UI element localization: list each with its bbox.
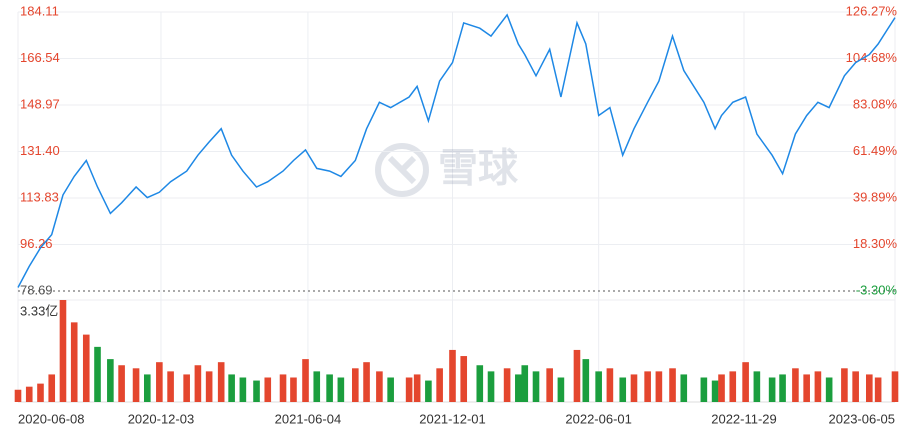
volume-bar <box>194 365 202 402</box>
volume-bar <box>143 374 151 402</box>
volume-bar <box>874 377 882 402</box>
volume-bar <box>573 349 581 402</box>
volume-bar <box>167 371 174 402</box>
volume-bar <box>156 362 163 402</box>
volume-bar <box>606 368 614 402</box>
volume-bar <box>253 380 260 402</box>
volume-bar <box>619 377 627 402</box>
volume-bar <box>460 356 468 402</box>
volume-bar <box>290 377 297 402</box>
y-tick-label: 148.97 <box>20 96 60 111</box>
volume-bar <box>718 374 725 402</box>
volume-bar <box>239 377 247 402</box>
y-tick-label: 96.26 <box>20 236 53 251</box>
volume-max-label: 3.33亿 <box>20 303 58 318</box>
volume-bar <box>313 371 321 402</box>
volume-bar <box>532 371 540 402</box>
volume-bar <box>425 380 432 402</box>
volume-bar <box>487 371 495 402</box>
volume-bar <box>476 365 484 402</box>
volume-bar <box>376 371 383 402</box>
volume-bar <box>107 359 114 402</box>
x-tick-label: 2021-06-04 <box>275 411 342 426</box>
volume-bar <box>595 371 602 402</box>
y-tick-label: 131.40 <box>20 143 60 158</box>
volume-bar <box>779 374 786 402</box>
volume-bar <box>70 322 78 402</box>
y-tick-label: 184.11 <box>20 3 59 18</box>
volume-bar <box>337 377 345 402</box>
x-tick-label: 2020-06-08 <box>18 411 85 426</box>
volume-bar <box>521 365 529 402</box>
price-line <box>17 13 896 288</box>
volume-bar <box>59 300 67 402</box>
x-tick-label: 2022-06-01 <box>565 411 632 426</box>
volume-bar <box>630 374 638 402</box>
volume-bar <box>279 374 287 402</box>
volume-bar <box>405 377 413 402</box>
volume-bar <box>825 377 833 402</box>
watermark-logo <box>375 143 429 197</box>
volume-bar <box>515 374 522 402</box>
volume-bar <box>803 374 810 402</box>
volume-bar <box>14 389 22 402</box>
volume-bar <box>655 371 663 402</box>
y2-tick-label: -3.30% <box>856 282 898 297</box>
volume-bar <box>557 377 565 402</box>
volume-bar <box>546 368 553 402</box>
volume-bar <box>852 371 859 402</box>
volume-bar <box>48 374 56 402</box>
volume-bar <box>132 368 140 402</box>
volume-bar <box>387 377 394 402</box>
volume-bar <box>82 334 90 402</box>
y-tick-label: 166.54 <box>20 50 60 65</box>
volume-bar <box>891 371 899 402</box>
volume-bar <box>768 377 776 402</box>
volume-bar <box>582 359 590 402</box>
y2-tick-label: 18.30% <box>853 236 898 251</box>
volume-bar <box>264 377 272 402</box>
volume-bar <box>326 374 333 402</box>
volume-bar <box>205 371 213 402</box>
volume-bar <box>711 380 719 402</box>
volume-bar <box>413 374 421 402</box>
volume-bar <box>680 374 688 402</box>
x-tick-label: 2023-06-05 <box>829 411 896 426</box>
y2-tick-label: 126.27% <box>846 3 898 18</box>
volume-bar <box>183 374 190 402</box>
volume-bar <box>742 362 749 402</box>
volume-bar <box>841 368 848 402</box>
volume-bar <box>25 386 33 402</box>
volume-bar <box>644 371 651 402</box>
volume-bar <box>449 349 456 402</box>
volume-bar <box>352 368 359 402</box>
volume-bar <box>700 377 708 402</box>
volume-bar <box>118 365 125 402</box>
y2-tick-label: 83.08% <box>853 96 898 111</box>
x-tick-label: 2020-12-03 <box>128 411 195 426</box>
y-tick-label: 113.83 <box>20 189 59 204</box>
volume-bar <box>302 359 309 402</box>
volume-bar <box>865 374 873 402</box>
volume-bar <box>37 383 44 402</box>
volume-bar <box>729 371 737 402</box>
volume-bar <box>792 368 799 402</box>
y2-tick-label: 61.49% <box>853 143 898 158</box>
volume-bar <box>814 371 822 402</box>
y-tick-label: 78.69 <box>20 282 53 297</box>
volume-bar <box>669 368 676 402</box>
volume-bar <box>228 374 235 402</box>
x-tick-label: 2021-12-01 <box>419 411 486 426</box>
volume-bar <box>94 346 101 402</box>
x-tick-label: 2022-11-29 <box>711 411 777 426</box>
watermark: 雪球 <box>438 147 519 191</box>
volume-bar <box>363 362 370 402</box>
volume-bar <box>503 368 511 402</box>
y2-tick-label: 39.89% <box>853 189 898 204</box>
volume-bar <box>753 371 761 402</box>
volume-bar <box>436 368 443 402</box>
volume-bar <box>217 362 225 402</box>
